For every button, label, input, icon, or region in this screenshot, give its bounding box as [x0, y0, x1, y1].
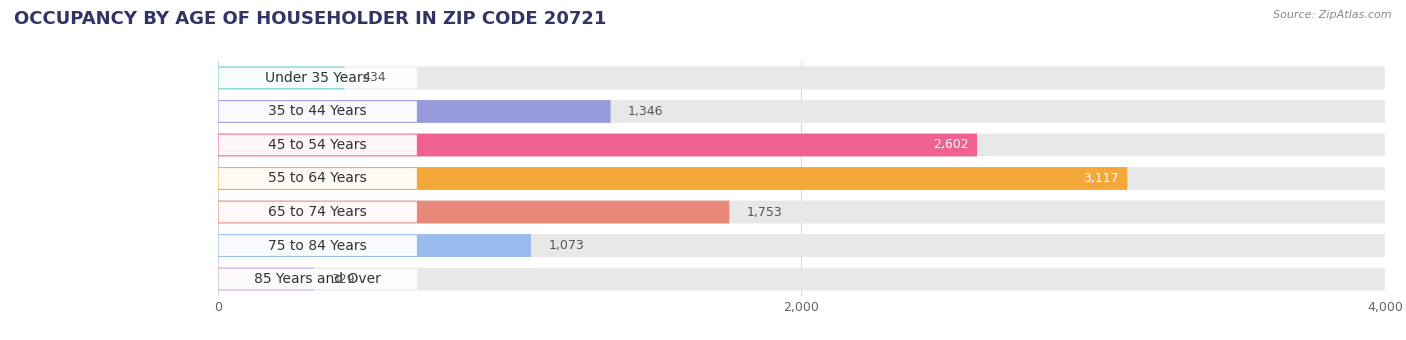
Text: 85 Years and Over: 85 Years and Over — [254, 272, 381, 286]
FancyBboxPatch shape — [218, 68, 418, 88]
Text: 434: 434 — [363, 71, 385, 84]
FancyBboxPatch shape — [218, 100, 610, 123]
FancyBboxPatch shape — [218, 134, 977, 156]
FancyBboxPatch shape — [218, 167, 1128, 190]
FancyBboxPatch shape — [218, 201, 730, 223]
FancyBboxPatch shape — [218, 234, 1385, 257]
Text: OCCUPANCY BY AGE OF HOUSEHOLDER IN ZIP CODE 20721: OCCUPANCY BY AGE OF HOUSEHOLDER IN ZIP C… — [14, 10, 606, 28]
Text: 1,346: 1,346 — [628, 105, 664, 118]
Text: Source: ZipAtlas.com: Source: ZipAtlas.com — [1274, 10, 1392, 20]
Text: 3,117: 3,117 — [1083, 172, 1119, 185]
FancyBboxPatch shape — [218, 234, 531, 257]
FancyBboxPatch shape — [218, 268, 1385, 290]
Text: 75 to 84 Years: 75 to 84 Years — [269, 239, 367, 253]
FancyBboxPatch shape — [218, 168, 418, 189]
FancyBboxPatch shape — [218, 135, 418, 155]
FancyBboxPatch shape — [218, 269, 418, 289]
FancyBboxPatch shape — [218, 201, 1385, 223]
FancyBboxPatch shape — [218, 101, 418, 122]
FancyBboxPatch shape — [218, 235, 418, 256]
Text: 2,602: 2,602 — [932, 138, 969, 152]
Text: 1,753: 1,753 — [747, 205, 783, 219]
FancyBboxPatch shape — [218, 67, 1385, 89]
Text: 65 to 74 Years: 65 to 74 Years — [269, 205, 367, 219]
FancyBboxPatch shape — [218, 100, 1385, 123]
Text: Under 35 Years: Under 35 Years — [266, 71, 370, 85]
Text: 35 to 44 Years: 35 to 44 Years — [269, 104, 367, 118]
Text: 329: 329 — [332, 273, 356, 286]
Text: 55 to 64 Years: 55 to 64 Years — [269, 171, 367, 186]
FancyBboxPatch shape — [218, 67, 344, 89]
Text: 45 to 54 Years: 45 to 54 Years — [269, 138, 367, 152]
FancyBboxPatch shape — [218, 202, 418, 222]
FancyBboxPatch shape — [218, 167, 1385, 190]
FancyBboxPatch shape — [218, 134, 1385, 156]
Text: 1,073: 1,073 — [548, 239, 585, 252]
FancyBboxPatch shape — [218, 268, 314, 290]
